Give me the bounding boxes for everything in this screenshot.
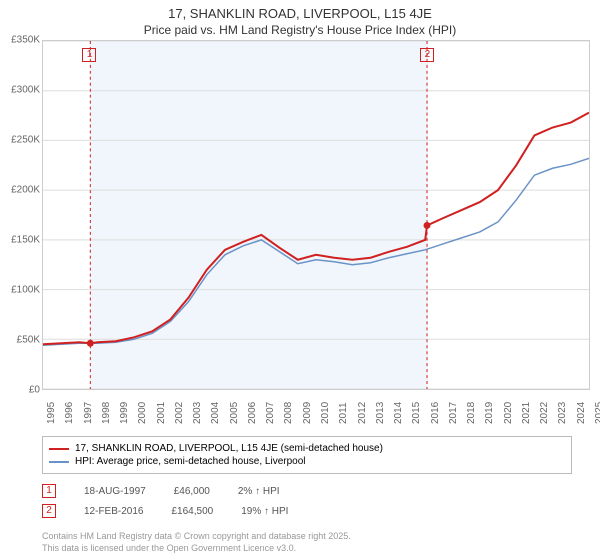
y-axis-label: £350K — [11, 35, 40, 46]
y-axis-label: £50K — [17, 335, 40, 346]
x-axis-label: 2016 — [430, 402, 441, 424]
legend-box: 17, SHANKLIN ROAD, LIVERPOOL, L15 4JE (s… — [42, 436, 572, 474]
chart-container: 17, SHANKLIN ROAD, LIVERPOOL, L15 4JE Pr… — [0, 0, 600, 560]
sale-date-1: 18-AUG-1997 — [84, 486, 146, 497]
legend-item-property: 17, SHANKLIN ROAD, LIVERPOOL, L15 4JE (s… — [49, 443, 565, 454]
x-axis-label: 2018 — [466, 402, 477, 424]
y-axis-label: £100K — [11, 285, 40, 296]
legend-label-property: 17, SHANKLIN ROAD, LIVERPOOL, L15 4JE (s… — [75, 443, 383, 454]
x-axis-label: 2024 — [576, 402, 587, 424]
attribution-text: Contains HM Land Registry data © Crown c… — [42, 530, 351, 554]
y-axis-label: £250K — [11, 135, 40, 146]
sale-row-2: 2 12-FEB-2016 £164,500 19% ↑ HPI — [42, 504, 288, 518]
chart-plot-area — [42, 40, 590, 390]
x-axis-label: 2020 — [503, 402, 514, 424]
title-block: 17, SHANKLIN ROAD, LIVERPOOL, L15 4JE Pr… — [0, 0, 600, 41]
x-axis-label: 1997 — [83, 402, 94, 424]
sale-price-1: £46,000 — [174, 486, 210, 497]
x-axis-label: 1998 — [101, 402, 112, 424]
chart-marker-2: 2 — [420, 48, 434, 62]
x-axis-label: 2003 — [192, 402, 203, 424]
x-axis-label: 2025 — [594, 402, 600, 424]
sale-marker-2: 2 — [42, 504, 56, 518]
attribution-line1: Contains HM Land Registry data © Crown c… — [42, 530, 351, 542]
y-axis-label: £300K — [11, 85, 40, 96]
x-axis-label: 2015 — [411, 402, 422, 424]
x-axis-label: 2013 — [375, 402, 386, 424]
x-axis-label: 2001 — [156, 402, 167, 424]
legend-swatch-hpi — [49, 461, 69, 463]
x-axis-label: 2004 — [210, 402, 221, 424]
legend-label-hpi: HPI: Average price, semi-detached house,… — [75, 456, 306, 467]
x-axis-label: 2006 — [247, 402, 258, 424]
x-axis-label: 2007 — [265, 402, 276, 424]
x-axis-label: 2010 — [320, 402, 331, 424]
x-axis-label: 2019 — [484, 402, 495, 424]
x-axis-label: 2002 — [174, 402, 185, 424]
x-axis-label: 2009 — [302, 402, 313, 424]
x-axis-label: 1999 — [119, 402, 130, 424]
sale-price-2: £164,500 — [171, 506, 213, 517]
x-axis-label: 2021 — [521, 402, 532, 424]
chart-title-line2: Price paid vs. HM Land Registry's House … — [0, 23, 600, 37]
legend-item-hpi: HPI: Average price, semi-detached house,… — [49, 456, 565, 467]
x-axis-label: 2014 — [393, 402, 404, 424]
x-axis-label: 2000 — [137, 402, 148, 424]
chart-title-line1: 17, SHANKLIN ROAD, LIVERPOOL, L15 4JE — [0, 6, 600, 21]
x-axis-label: 2012 — [357, 402, 368, 424]
x-axis-label: 2005 — [229, 402, 240, 424]
sale-marker-1: 1 — [42, 484, 56, 498]
legend-swatch-property — [49, 448, 69, 450]
chart-svg — [43, 41, 589, 389]
x-axis-label: 2022 — [539, 402, 550, 424]
x-axis-label: 2011 — [338, 402, 349, 424]
attribution-line2: This data is licensed under the Open Gov… — [42, 542, 351, 554]
sale-date-2: 12-FEB-2016 — [84, 506, 143, 517]
y-axis-label: £150K — [11, 235, 40, 246]
x-axis-label: 2017 — [448, 402, 459, 424]
x-axis-label: 1996 — [64, 402, 75, 424]
sale-diff-2: 19% ↑ HPI — [241, 506, 288, 517]
y-axis-label: £0 — [29, 385, 40, 396]
x-axis-label: 1995 — [46, 402, 57, 424]
sale-diff-1: 2% ↑ HPI — [238, 486, 280, 497]
chart-marker-1: 1 — [82, 48, 96, 62]
sale-row-1: 1 18-AUG-1997 £46,000 2% ↑ HPI — [42, 484, 280, 498]
y-axis-label: £200K — [11, 185, 40, 196]
x-axis-label: 2008 — [283, 402, 294, 424]
x-axis-label: 2023 — [557, 402, 568, 424]
